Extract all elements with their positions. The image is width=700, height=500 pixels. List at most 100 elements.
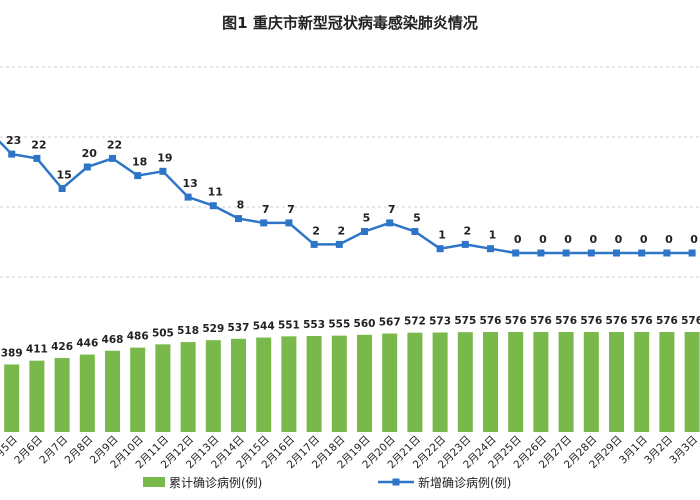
line-data-label: 20: [82, 147, 98, 160]
line-data-label: 1: [438, 229, 446, 242]
bar: [130, 347, 146, 432]
line-marker: [209, 202, 217, 210]
line-data-label: 7: [262, 203, 270, 216]
bar: [79, 354, 95, 432]
bar-data-label: 553: [303, 319, 325, 331]
bar-data-label: 573: [429, 316, 451, 328]
line-marker: [487, 245, 494, 253]
line-data-label: 0: [690, 233, 698, 246]
line-marker: [58, 185, 66, 192]
legend-label-cumulative: 累计确诊病例(例): [169, 475, 262, 490]
bar-data-label: 505: [152, 327, 174, 339]
line-data-label: 19: [157, 151, 172, 164]
legend-label-new: 新增确诊病例(例): [418, 475, 511, 490]
line-data-label: 7: [388, 203, 396, 216]
line-marker: [461, 240, 469, 248]
line-marker: [235, 215, 242, 223]
bar: [609, 332, 624, 432]
bar: [281, 336, 297, 432]
bar: [54, 358, 70, 432]
line-marker: [33, 154, 41, 162]
bar-data-label: 576: [580, 315, 602, 327]
bar-data-label: 576: [555, 315, 577, 327]
line-data-label: 23: [6, 134, 21, 147]
bar: [231, 338, 246, 432]
bar-data-label: 486: [127, 331, 149, 343]
line-data-label: 7: [287, 203, 295, 216]
line-marker: [663, 249, 671, 257]
line-data-label: 0: [539, 233, 547, 246]
gridlines: [0, 66, 700, 278]
bar-data-label: 576: [656, 315, 678, 327]
bar: [533, 332, 549, 432]
line-marker: [436, 245, 444, 253]
bar: [382, 333, 398, 432]
legend: 累计确诊病例(例) 新增确诊病例(例): [143, 475, 511, 490]
bar: [457, 332, 473, 432]
bar: [432, 332, 448, 432]
line-data-label: 5: [413, 212, 421, 225]
chart-title: 图1 重庆市新型冠状病毒感染肺炎情况: [222, 14, 478, 32]
line-marker: [285, 219, 293, 227]
line-marker: [386, 219, 394, 227]
line-data-label: 0: [589, 233, 597, 246]
bar-data-label: 555: [328, 319, 350, 331]
bar: [306, 335, 322, 432]
line-data-label: 0: [615, 233, 623, 246]
line-series: [0, 140, 696, 257]
line-data-label: 13: [182, 177, 197, 190]
bar-data-label: 576: [530, 315, 552, 327]
bar: [256, 337, 272, 432]
line-marker: [562, 249, 570, 257]
bar-data-label: 560: [354, 318, 376, 330]
line-marker: [260, 219, 268, 227]
bar-data-label: 529: [202, 323, 224, 335]
line-marker: [638, 249, 646, 257]
line-data-label: 0: [564, 233, 572, 246]
data-labels: 3663894114264464684865055185295375445515…: [1, 134, 700, 359]
line-marker: [411, 228, 419, 235]
legend-marker-new: [392, 478, 400, 486]
line-data-label: 5: [363, 212, 371, 225]
bar: [4, 364, 20, 432]
new-cases-line: [0, 140, 693, 255]
line-marker: [361, 228, 368, 235]
line-marker: [8, 150, 16, 158]
line-marker: [184, 193, 192, 201]
line-data-label: 15: [56, 169, 71, 182]
bar-data-label: 576: [480, 315, 502, 327]
bar-data-label: 426: [51, 341, 73, 353]
line-data-label: 0: [665, 233, 673, 246]
x-tick-label: 3月3日: [667, 434, 700, 467]
bar-data-label: 518: [177, 325, 199, 337]
bar-data-label: 572: [404, 316, 426, 328]
line-data-label: 2: [463, 224, 471, 237]
line-data-label: 18: [132, 156, 147, 169]
line-marker: [613, 249, 620, 257]
bar: [105, 350, 120, 432]
line-marker: [537, 249, 545, 257]
line-data-label: 2: [337, 224, 345, 237]
line-data-label: 11: [208, 186, 223, 199]
bar: [205, 340, 221, 432]
line-marker: [109, 154, 116, 162]
bar: [331, 335, 347, 432]
line-marker: [310, 240, 318, 248]
line-marker: [159, 167, 167, 175]
bar-data-label: 567: [379, 317, 401, 329]
bar: [29, 360, 45, 432]
bar: [684, 332, 700, 432]
line-marker: [335, 240, 343, 248]
bar-data-label: 537: [228, 322, 250, 334]
bar-data-label: 576: [505, 315, 527, 327]
bar-data-label: 551: [278, 319, 300, 331]
line-data-label: 2: [312, 224, 320, 237]
bar: [583, 332, 599, 432]
line-marker: [512, 249, 520, 257]
line-data-label: 0: [514, 233, 522, 246]
bar: [155, 344, 171, 432]
bar-data-label: 446: [76, 338, 98, 350]
bar-data-label: 576: [631, 315, 653, 327]
